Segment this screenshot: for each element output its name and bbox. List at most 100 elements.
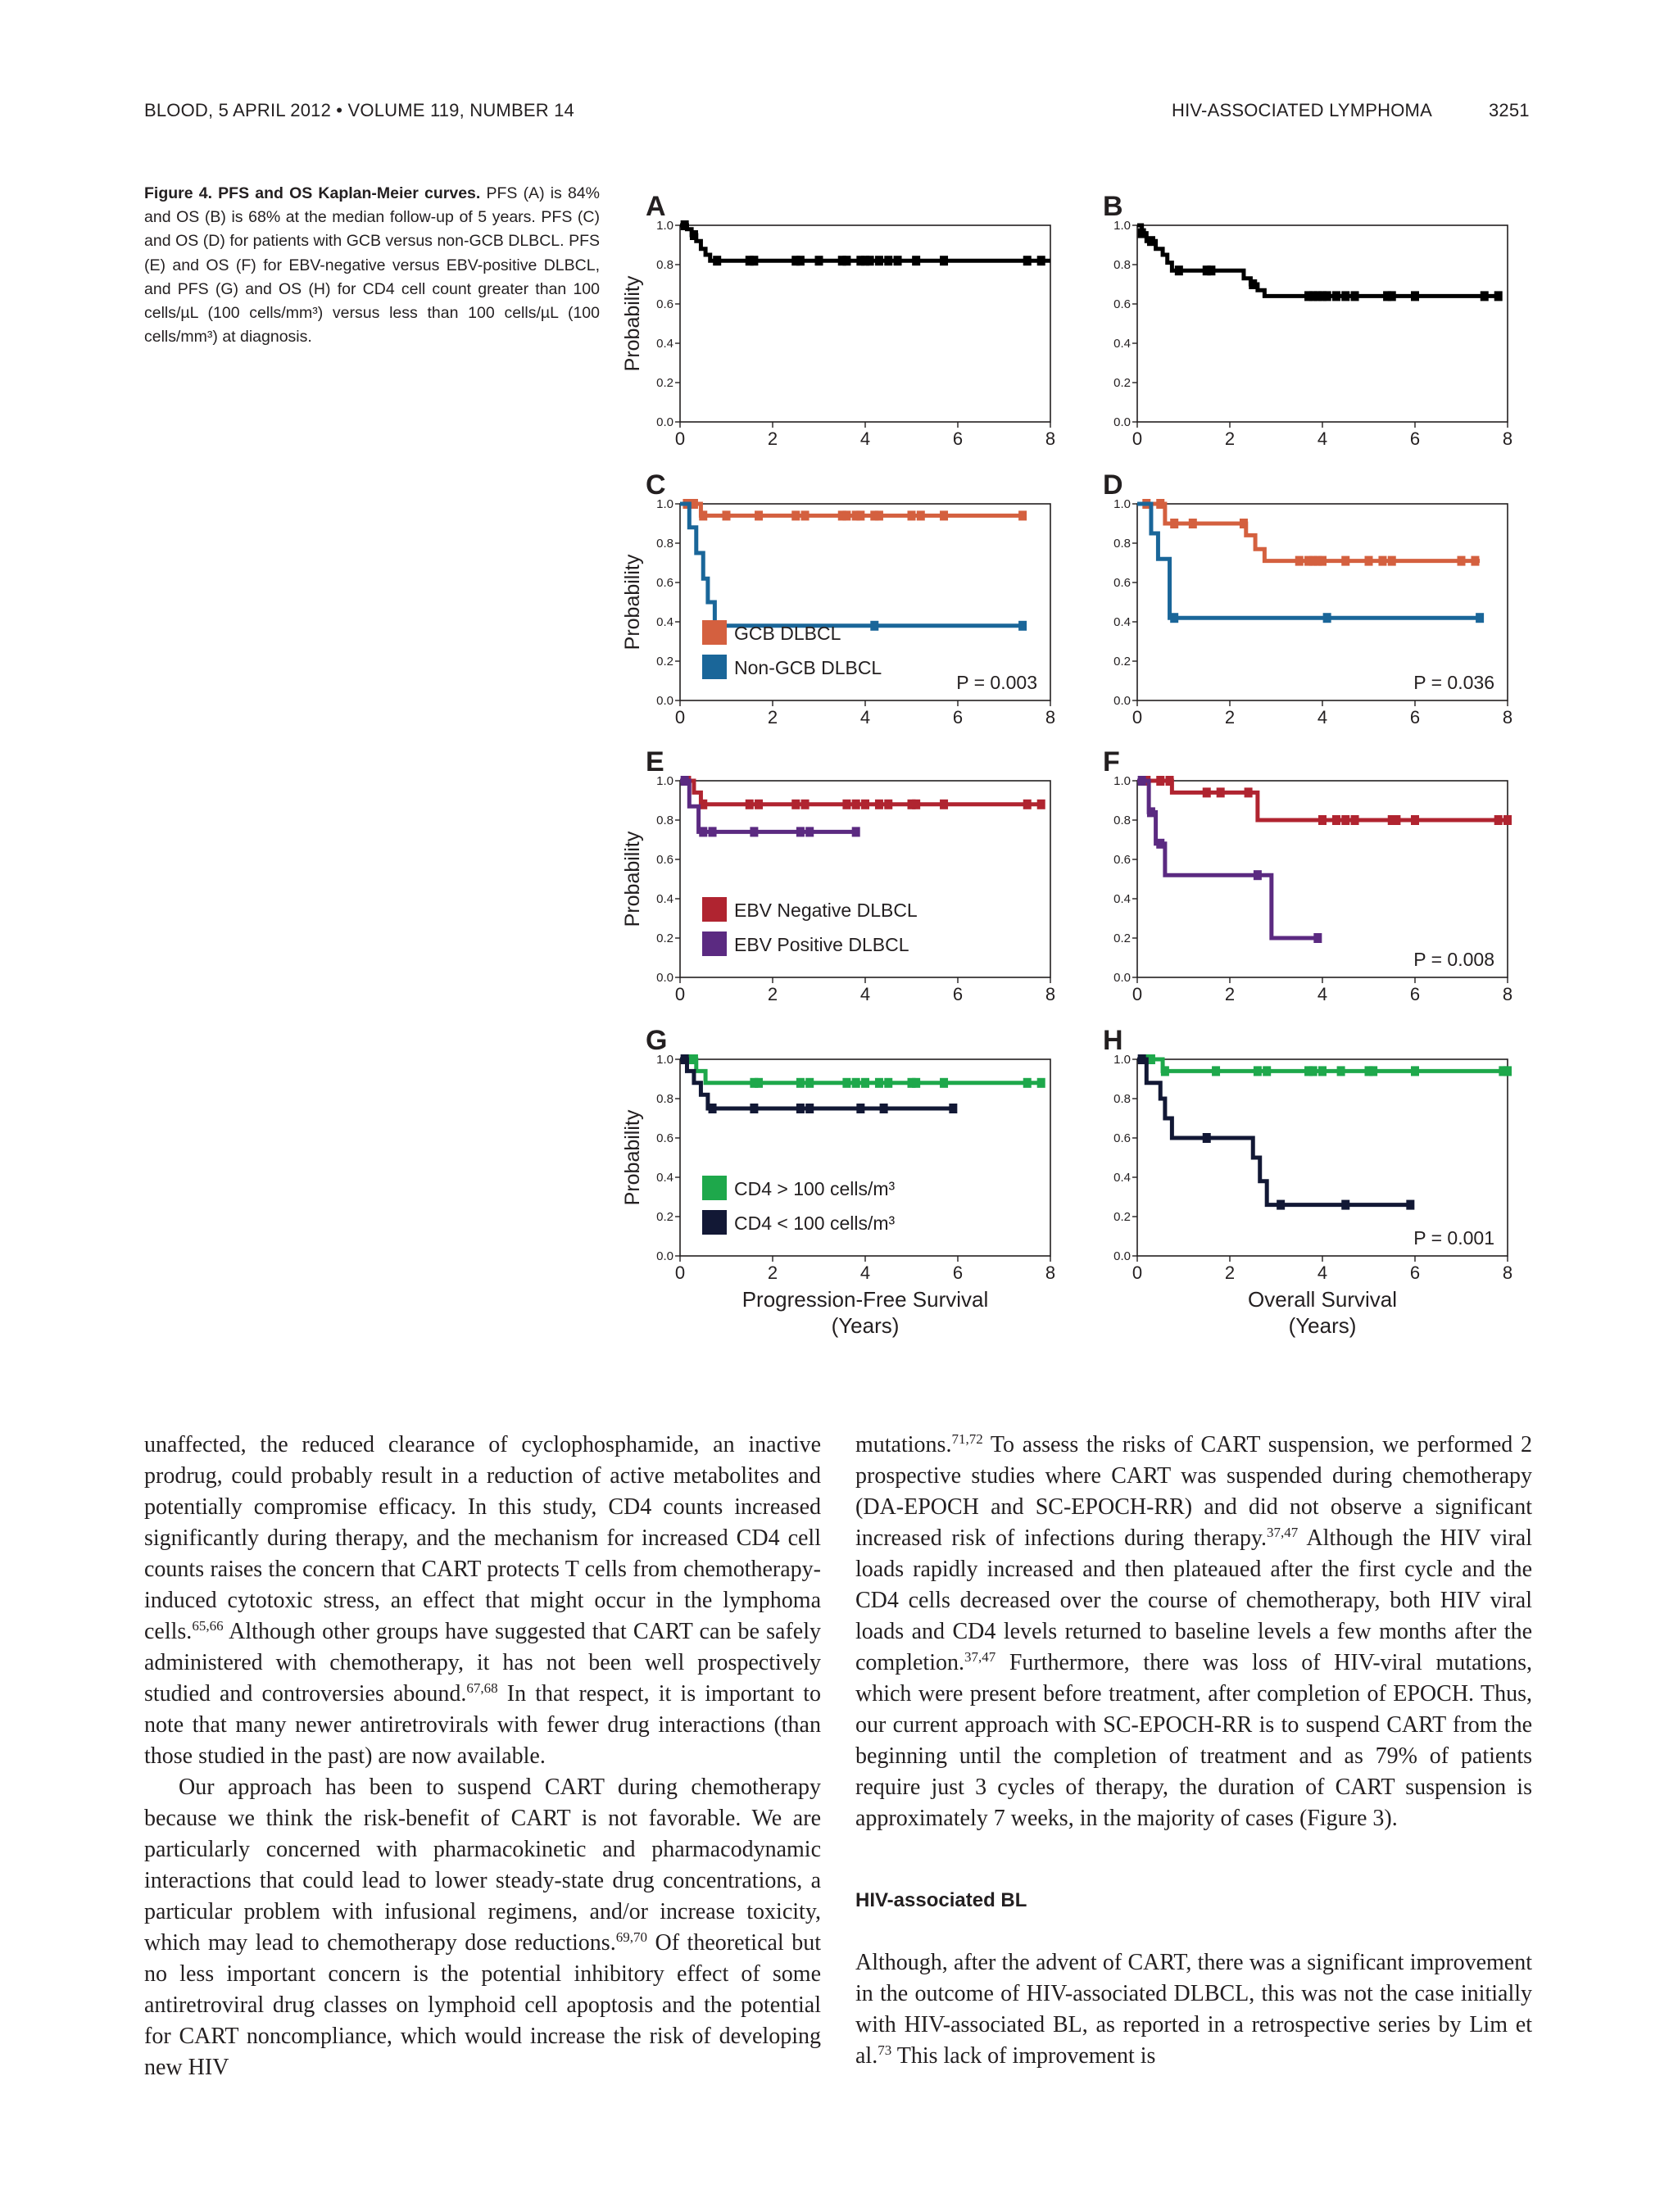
x-tick-label: 8 bbox=[1503, 984, 1512, 1004]
censor-mark bbox=[837, 256, 846, 266]
panel-letter: D bbox=[1103, 469, 1123, 501]
x-tick-label: 4 bbox=[1317, 428, 1327, 449]
censor-mark bbox=[745, 799, 754, 809]
censor-mark bbox=[755, 799, 764, 809]
citation: 71,72 bbox=[951, 1431, 983, 1447]
censor-mark bbox=[870, 510, 879, 521]
x-tick-label: 2 bbox=[1225, 428, 1235, 449]
censor-mark bbox=[1364, 1066, 1373, 1077]
censor-mark bbox=[1156, 776, 1165, 786]
censor-mark bbox=[1411, 815, 1419, 825]
censor-mark bbox=[1411, 291, 1419, 301]
x-tick-label: 2 bbox=[768, 707, 778, 728]
censor-mark bbox=[805, 1077, 814, 1088]
y-tick-label: 0.8 bbox=[1113, 1092, 1131, 1106]
paragraph: Although, after the advent of CART, ther… bbox=[855, 1947, 1532, 2072]
y-tick-label: 0.4 bbox=[1113, 615, 1131, 629]
censor-mark bbox=[1174, 265, 1183, 276]
censor-mark bbox=[874, 510, 883, 521]
censor-mark bbox=[1350, 815, 1359, 825]
x-tick-label: 0 bbox=[675, 1262, 685, 1283]
plot-frame bbox=[1136, 780, 1508, 978]
censor-mark bbox=[856, 256, 865, 266]
y-tick-label: 0.2 bbox=[1113, 655, 1131, 669]
censor-mark bbox=[1322, 291, 1331, 301]
x-tick-label: 8 bbox=[1503, 707, 1512, 728]
x-tick-label: 4 bbox=[860, 428, 870, 449]
running-header-left: BLOOD, 5 APRIL 2012 • VOLUME 119, NUMBER… bbox=[144, 100, 574, 120]
censor-mark bbox=[1318, 1066, 1327, 1077]
censor-mark bbox=[1318, 815, 1327, 825]
paragraph: mutations.71,72 To assess the risks of C… bbox=[855, 1430, 1532, 1834]
censor-mark bbox=[861, 1077, 869, 1088]
page-number: 3251 bbox=[1489, 100, 1530, 120]
y-tick-label: 0.4 bbox=[656, 615, 673, 629]
censor-mark bbox=[1341, 555, 1350, 566]
legend-swatch bbox=[702, 655, 727, 679]
y-tick-label: 0.0 bbox=[1113, 694, 1131, 708]
p-value-annotation: P = 0.036 bbox=[1413, 672, 1494, 693]
censor-mark bbox=[1018, 510, 1027, 521]
censor-mark bbox=[1499, 1066, 1508, 1077]
censor-mark bbox=[1160, 1066, 1169, 1077]
p-value-annotation: P = 0.008 bbox=[1413, 949, 1494, 970]
x-tick-label: 8 bbox=[1045, 707, 1055, 728]
text-run: Of theoretical but no less important con… bbox=[144, 1930, 821, 2080]
panel-letter: A bbox=[646, 191, 666, 222]
y-tick-label: 1.0 bbox=[1113, 774, 1131, 788]
censor-mark bbox=[1322, 613, 1331, 623]
x-tick-label: 0 bbox=[1132, 1262, 1142, 1283]
figure-caption: Figure 4. PFS and OS Kaplan-Meier curves… bbox=[144, 182, 600, 349]
censor-mark bbox=[791, 510, 800, 521]
section-heading: HIV-associated BL bbox=[855, 1889, 1027, 1911]
censor-mark bbox=[1036, 799, 1045, 809]
censor-mark bbox=[755, 1077, 764, 1088]
y-tick-label: 0.6 bbox=[1113, 297, 1131, 311]
citation: 65,66 bbox=[192, 1618, 224, 1634]
x-tick-label: 0 bbox=[675, 984, 685, 1004]
km-curve bbox=[1137, 501, 1481, 564]
y-tick-label: 0.6 bbox=[1113, 1131, 1131, 1145]
censor-mark bbox=[1253, 870, 1262, 881]
censor-mark bbox=[1156, 838, 1165, 849]
panel-letter: E bbox=[646, 746, 664, 777]
censor-mark bbox=[907, 510, 916, 521]
censor-mark bbox=[1170, 519, 1179, 528]
y-tick-label: 0.4 bbox=[1113, 892, 1131, 906]
legend-swatch bbox=[702, 1210, 727, 1235]
censor-mark bbox=[708, 1104, 717, 1113]
x-tick-label: 2 bbox=[1225, 1262, 1235, 1283]
y-tick-label: 0.4 bbox=[656, 337, 673, 351]
censor-mark bbox=[940, 510, 949, 521]
censor-mark bbox=[940, 1077, 949, 1088]
y-tick-label: 0.2 bbox=[656, 1210, 673, 1224]
legend-label: EBV Positive DLBCL bbox=[734, 934, 909, 955]
censor-mark bbox=[1308, 1066, 1317, 1077]
x-tick-label: 4 bbox=[1317, 984, 1327, 1004]
paragraph: Our approach has been to suspend CART du… bbox=[144, 1772, 821, 2083]
censor-mark bbox=[699, 510, 708, 521]
legend-swatch bbox=[702, 897, 727, 922]
x-tick-label: 6 bbox=[1410, 428, 1420, 449]
censor-mark bbox=[1137, 228, 1146, 238]
censor-mark bbox=[1378, 555, 1387, 566]
censor-mark bbox=[851, 1077, 860, 1088]
y-tick-label: 0.4 bbox=[1113, 337, 1131, 351]
censor-mark bbox=[680, 776, 689, 786]
censor-mark bbox=[1212, 1066, 1221, 1077]
y-tick-label: 0.2 bbox=[656, 931, 673, 945]
y-tick-label: 1.0 bbox=[1113, 219, 1131, 233]
censor-mark bbox=[884, 256, 893, 266]
censor-mark bbox=[940, 799, 949, 809]
y-tick-label: 0.8 bbox=[1113, 814, 1131, 827]
censor-mark bbox=[842, 256, 851, 266]
panel-letter: B bbox=[1103, 191, 1123, 222]
km-curve bbox=[680, 501, 1023, 628]
censor-mark bbox=[791, 256, 800, 266]
censor-mark bbox=[1216, 787, 1225, 798]
legend-label: EBV Negative DLBCL bbox=[734, 900, 918, 921]
y-tick-label: 0.0 bbox=[656, 971, 673, 985]
body-column-left: unaffected, the reduced clearance of cyc… bbox=[144, 1430, 821, 2083]
citation: 37,47 bbox=[964, 1649, 996, 1665]
censor-mark bbox=[842, 799, 851, 809]
